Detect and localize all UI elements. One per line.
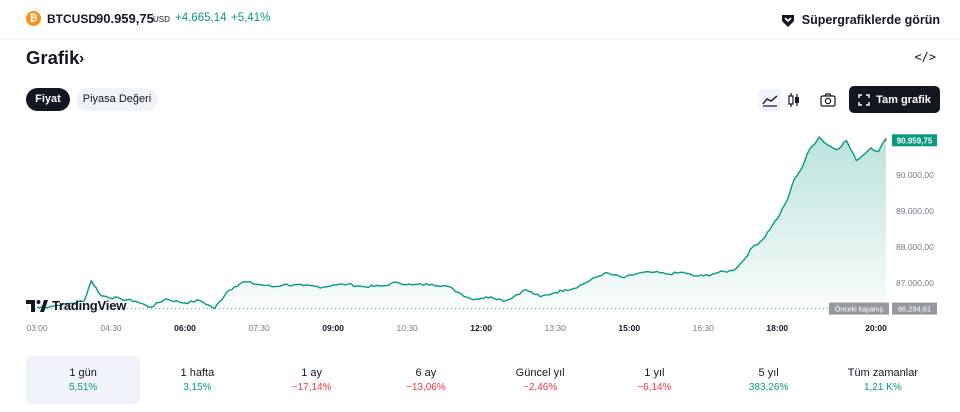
snapshot-button[interactable] <box>817 89 839 111</box>
ticker-currency: USD <box>153 15 170 24</box>
tab-price[interactable]: Fiyat <box>26 88 70 111</box>
period-tab[interactable]: 5 yıl 383,26% <box>712 356 826 404</box>
chevron-right-icon[interactable]: › <box>79 50 85 67</box>
price-chart[interactable]: 03:00 04:30 06:00 07:30 09:00 10:30 12:00 13:30… <box>0 120 960 345</box>
prev-close-tag <box>829 302 889 315</box>
period-label: 1 gün <box>69 367 97 379</box>
period-label: 1 ay <box>301 367 323 379</box>
period-change: −2,46% <box>523 382 558 393</box>
y-tick-label: 87.000,00 <box>896 278 934 288</box>
supercharts-label: Süpergrafiklerde görün <box>801 13 940 27</box>
full-chart-label: Tam grafik <box>876 93 931 106</box>
prev-close-value-tag <box>892 302 937 315</box>
period-change: 1,21 K% <box>863 382 902 393</box>
full-chart-button[interactable]: Tam grafik <box>849 86 940 113</box>
x-tick-label: 13:30 <box>545 323 567 333</box>
camera-icon <box>820 93 836 107</box>
tab-market-cap[interactable]: Piyasa Değeri <box>76 88 158 111</box>
tradingview-icon <box>26 299 48 312</box>
ticker-bar: ₿ BTCUSD 90.959,75 USD +4.665,14 +5,41% … <box>0 0 960 40</box>
period-tab[interactable]: 1 hafta 3,15% <box>140 356 254 404</box>
x-tick-label: 07:30 <box>248 323 270 333</box>
x-tick-label: 10:30 <box>397 323 419 333</box>
last-price-label: 90.959,75 <box>897 136 933 145</box>
period-tab[interactable]: 1 ay −17,14% <box>255 356 369 404</box>
prev-close-text: Önceki kapanış <box>835 306 884 314</box>
price-area <box>37 137 886 312</box>
tradingview-label: TradingView <box>52 298 127 313</box>
y-tick-label: 88.000,00 <box>896 242 934 252</box>
page-title[interactable]: Grafik <box>26 47 80 68</box>
period-label: 1 yıl <box>644 367 665 379</box>
performance-periods: 1 gün 5,51% 1 hafta 3,15% 1 ay −17,14% 6 ay −13… <box>26 356 940 404</box>
ticker-symbol[interactable]: BTCUSD <box>47 12 97 26</box>
area-chart-toggle[interactable] <box>759 89 781 111</box>
period-change: −6,14% <box>637 382 672 393</box>
x-tick-label: 20:00 <box>865 323 887 333</box>
price-line <box>36 136 887 310</box>
period-label: Tüm zamanlar <box>847 367 919 379</box>
candle-chart-toggle[interactable] <box>783 89 805 111</box>
x-tick-label: 04:30 <box>100 323 122 333</box>
area-chart-icon <box>762 95 778 107</box>
x-tick-label: 09:00 <box>322 323 344 333</box>
period-label: 6 ay <box>415 367 437 379</box>
period-change: 383,26% <box>748 382 789 393</box>
ticker-change-percent: +5,41% <box>231 12 271 24</box>
candlestick-icon <box>788 93 799 107</box>
embed-code-icon[interactable]: </> <box>914 50 936 64</box>
x-tick-label: 18:00 <box>766 323 788 333</box>
fullscreen-icon <box>858 93 870 106</box>
x-tick-label: 15:00 <box>618 323 640 333</box>
period-change: −13,06% <box>405 382 446 393</box>
period-tab[interactable]: 1 yıl −6,14% <box>597 356 711 404</box>
x-tick-label: 06:00 <box>174 323 196 333</box>
period-change: 5,51% <box>68 382 98 393</box>
period-label: 1 hafta <box>180 367 215 379</box>
period-tab[interactable]: 1 gün 5,51% <box>26 356 141 404</box>
prev-close-value: 86.294,61 <box>898 305 931 314</box>
ticker-change: +4.665,14 <box>175 12 227 24</box>
period-change: −17,14% <box>291 382 332 393</box>
period-tab[interactable]: 6 ay −13,06% <box>369 356 483 404</box>
period-change: 3,15% <box>183 382 212 393</box>
period-label: 5 yıl <box>758 367 779 379</box>
supercharts-link[interactable]: Süpergrafiklerde görün <box>780 10 940 30</box>
y-tick-label: 89.000,00 <box>896 206 934 216</box>
supercharts-icon <box>781 15 794 27</box>
x-tick-label: 12:00 <box>470 323 492 333</box>
y-tick-label: 90.000,00 <box>896 170 934 180</box>
bitcoin-icon: ₿ <box>26 11 41 26</box>
period-label: Güncel yıl <box>515 367 565 379</box>
ticker-price: 90.959,75 <box>96 11 154 26</box>
period-tab[interactable]: Güncel yıl −2,46% <box>483 356 597 404</box>
period-tab[interactable]: Tüm zamanlar 1,21 K% <box>826 356 940 404</box>
tradingview-logo: TradingView <box>26 298 126 313</box>
last-price-tag <box>892 134 937 147</box>
x-tick-label: 16:30 <box>693 323 715 333</box>
x-tick-label: 03:00 <box>26 323 48 333</box>
